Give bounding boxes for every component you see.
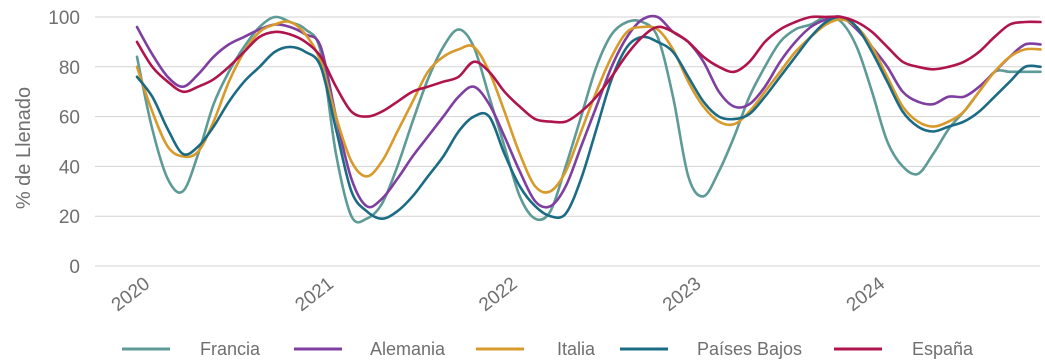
y-axis-ticks: 0 20 40 60 80 100	[48, 8, 80, 278]
x-tick-label: 2023	[659, 273, 705, 316]
series-line-francia	[137, 17, 1041, 222]
x-tick-label: 2020	[108, 273, 154, 316]
x-tick-label: 2021	[292, 273, 338, 316]
series-lines	[137, 16, 1041, 222]
x-tick-label: 2022	[475, 273, 521, 316]
series-line-paises-bajos	[137, 17, 1041, 219]
y-tick-label: 100	[48, 8, 80, 29]
series-line-espana	[137, 17, 1041, 123]
y-axis-title: % de Llenado	[13, 87, 35, 209]
gridlines	[95, 17, 1040, 266]
y-tick-label: 60	[59, 108, 80, 129]
legend-label: Francia	[200, 339, 261, 359]
legend-label: España	[912, 339, 974, 359]
x-axis-ticks: 2020 2021 2022 2023 2024	[108, 273, 890, 316]
legend-label: Países Bajos	[697, 339, 802, 359]
y-tick-label: 80	[59, 58, 80, 79]
legend-label: Italia	[557, 339, 596, 359]
y-tick-label: 20	[59, 207, 80, 228]
legend: Francia Alemania Italia Países Bajos España	[122, 339, 974, 359]
x-tick-label: 2024	[843, 273, 890, 316]
y-tick-label: 40	[59, 157, 80, 178]
y-tick-label: 0	[69, 257, 80, 278]
legend-label: Alemania	[370, 339, 446, 359]
